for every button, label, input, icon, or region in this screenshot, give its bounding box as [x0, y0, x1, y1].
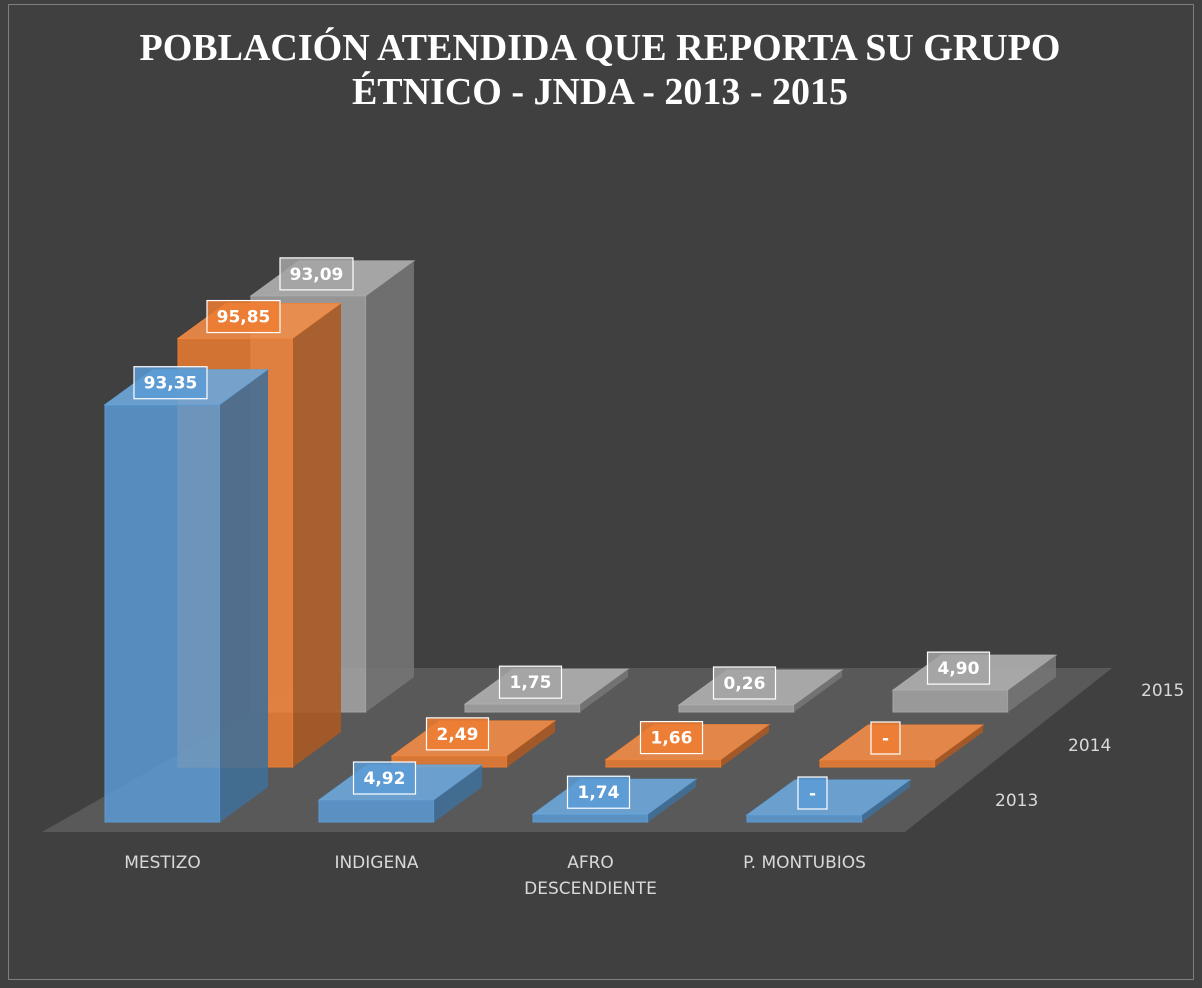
bar	[745, 779, 912, 823]
bar-side	[648, 779, 696, 822]
bar-side	[862, 780, 910, 822]
bar	[103, 369, 270, 823]
series-label: 2013	[995, 791, 1038, 811]
value-label: 2,49	[437, 725, 479, 745]
value-label: 4,92	[364, 769, 406, 789]
bar-front	[318, 799, 435, 823]
series-label: 2014	[1068, 736, 1111, 756]
bar-side-shade	[721, 724, 769, 767]
value-label: 93,09	[290, 265, 344, 285]
x-tick-label: AFRO DESCENDIENTE	[524, 853, 657, 899]
chart-title: POBLACIÓN ATENDIDA QUE REPORTA SU GRUPO …	[139, 27, 1061, 113]
x-tick-label: MESTIZO	[124, 853, 201, 873]
bar-front	[532, 813, 649, 823]
bar-side-shade	[434, 765, 482, 822]
bar-side	[794, 670, 842, 712]
value-label: -	[882, 729, 889, 749]
value-label-box	[425, 717, 490, 751]
bar-side	[507, 720, 555, 767]
bar-side	[935, 725, 983, 767]
bar-side-shade	[507, 720, 555, 767]
bar-top-shade	[820, 725, 983, 760]
bar-side	[220, 369, 268, 822]
value-label-box	[133, 366, 208, 400]
value-label-box	[712, 666, 777, 700]
bar-side-shade	[794, 670, 842, 712]
value-label: 1,75	[510, 673, 552, 693]
bar-side-shade	[862, 780, 910, 822]
bar-side	[721, 724, 769, 767]
value-label-box	[926, 651, 991, 685]
value-label-box	[639, 720, 704, 755]
value-label: 0,26	[724, 674, 766, 694]
bar-side-shade	[366, 260, 414, 712]
bar-top-shade	[747, 780, 910, 815]
value-label: 1,74	[578, 783, 620, 803]
bar-side-shade	[935, 725, 983, 767]
bar-side-shade	[648, 779, 696, 822]
value-label-box	[566, 775, 631, 809]
bar-side	[580, 669, 628, 712]
bar-side	[434, 765, 482, 822]
bar-side-shade	[220, 369, 268, 822]
bar-front	[892, 689, 1009, 713]
value-label: 4,90	[938, 659, 980, 679]
bar-front	[605, 759, 722, 768]
bar-side	[1008, 655, 1056, 712]
value-label: -	[809, 784, 816, 804]
value-label-box	[352, 761, 417, 795]
value-label-box	[870, 721, 901, 755]
bar-front	[746, 814, 863, 823]
value-label: 93,35	[144, 374, 198, 394]
x-tick-label: INDIGENA	[334, 853, 419, 873]
chart-frame	[8, 4, 1194, 980]
value-label-box	[498, 665, 563, 699]
bar	[818, 724, 985, 768]
bar-side-shade	[580, 669, 628, 712]
bar-side	[366, 260, 414, 712]
bar-side	[293, 303, 341, 767]
bar-front	[464, 703, 581, 713]
value-label-box	[797, 776, 828, 810]
bar-front	[819, 759, 936, 768]
series-label: 2015	[1141, 681, 1184, 701]
value-label-box	[279, 257, 354, 291]
value-label: 1,66	[651, 729, 693, 749]
bar-side-shade	[293, 303, 341, 767]
value-label-box	[206, 299, 281, 334]
bar-front	[104, 404, 221, 823]
bar-side-shade	[1008, 655, 1056, 712]
x-tick-label: P. MONTUBIOS	[743, 853, 866, 873]
value-label: 95,85	[217, 308, 271, 328]
bar-front	[678, 704, 795, 713]
